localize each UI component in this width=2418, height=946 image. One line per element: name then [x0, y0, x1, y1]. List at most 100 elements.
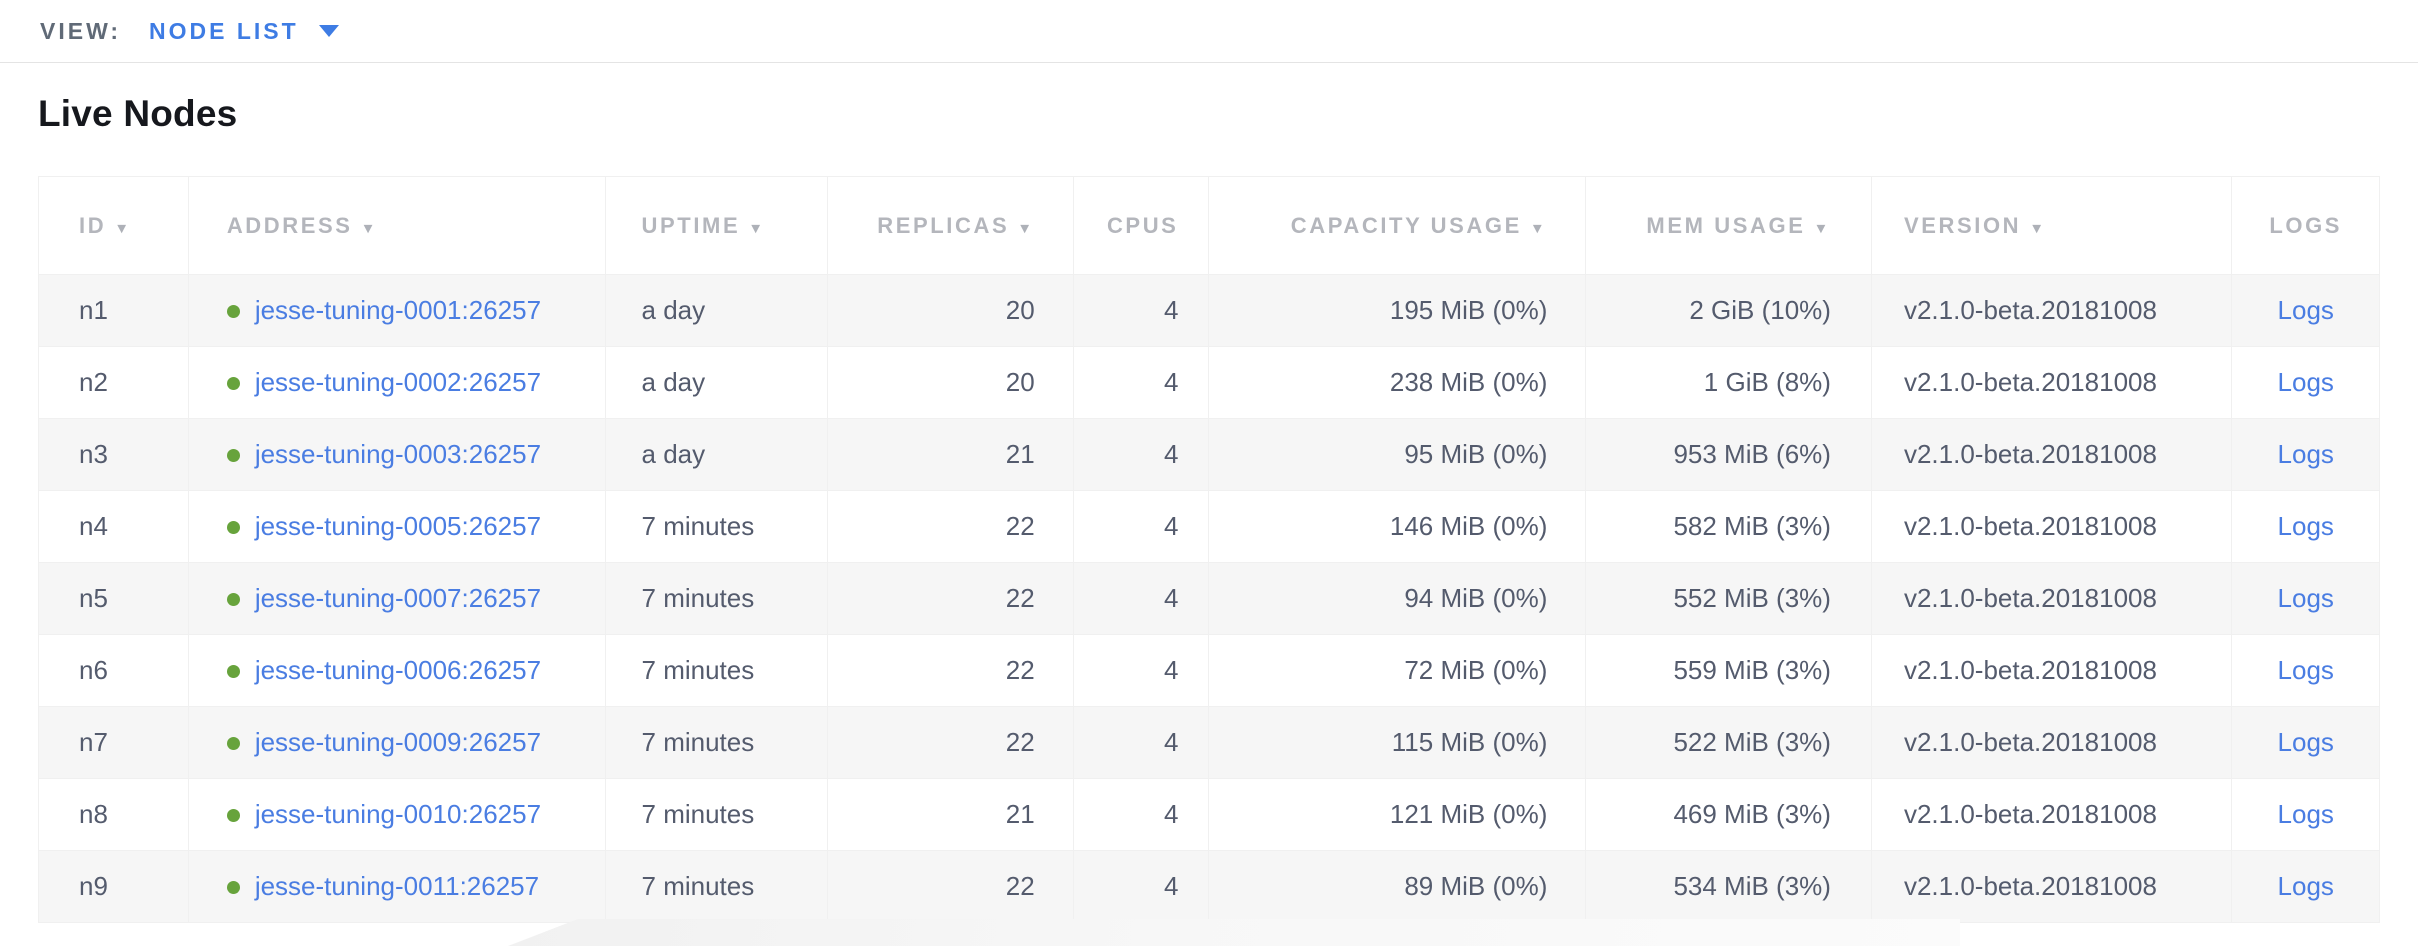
cell-mem_usage: 522 MiB (3%) — [1585, 706, 1872, 779]
column-header-label: CAPACITY USAGE — [1290, 212, 1522, 238]
cell-replicas: 22 — [826, 850, 1074, 923]
cell-id: n1 — [38, 274, 189, 347]
cell-cpus: 4 — [1072, 706, 1210, 779]
column-header-cpus: CPUS — [1072, 176, 1210, 275]
column-header-label: VERSION — [1903, 212, 2022, 238]
node-address-link[interactable]: jesse-tuning-0006:26257 — [254, 655, 542, 685]
column-header-address[interactable]: ADDRESS ▼ — [187, 176, 606, 275]
cell-id: n2 — [38, 346, 189, 419]
cell-address: jesse-tuning-0007:26257 — [187, 562, 606, 635]
cell-capacity_usage: 72 MiB (0%) — [1208, 634, 1587, 707]
column-header-label: LOGS — [2269, 212, 2343, 238]
logs-link[interactable]: Logs — [2277, 511, 2334, 541]
cell-replicas: 21 — [826, 418, 1074, 491]
cell-cpus: 4 — [1072, 490, 1210, 563]
cell-capacity_usage: 95 MiB (0%) — [1208, 418, 1587, 491]
cell-capacity_usage: 146 MiB (0%) — [1208, 490, 1587, 563]
cell-replicas: 20 — [826, 346, 1074, 419]
logs-link[interactable]: Logs — [2277, 655, 2334, 685]
column-header-label: CPUS — [1106, 212, 1179, 238]
cell-uptime: 7 minutes — [604, 562, 828, 635]
logs-link[interactable]: Logs — [2277, 367, 2334, 397]
cell-address: jesse-tuning-0005:26257 — [187, 490, 606, 563]
column-header-version[interactable]: VERSION ▼ — [1870, 176, 2233, 275]
cell-logs: Logs — [2231, 274, 2380, 347]
cell-replicas: 20 — [826, 274, 1074, 347]
live-status-icon — [226, 593, 240, 606]
cell-replicas: 22 — [826, 634, 1074, 707]
cell-id: n5 — [38, 562, 189, 635]
column-header-mem_usage[interactable]: MEM USAGE ▼ — [1585, 176, 1872, 275]
live-nodes-table: ID ▼ ADDRESS ▼ UPTIME ▼ REPLICAS ▼ CPUS CAPACITY … — [38, 176, 2380, 923]
node-address-link[interactable]: jesse-tuning-0010:26257 — [254, 799, 542, 829]
cell-uptime: a day — [604, 418, 828, 491]
table-row: n6 jesse-tuning-0006:26257 7 minutes 22 4 72 … — [38, 634, 2380, 707]
cell-replicas: 22 — [826, 562, 1074, 635]
logs-link[interactable]: Logs — [2277, 439, 2334, 469]
cell-cpus: 4 — [1072, 274, 1210, 347]
logs-link[interactable]: Logs — [2277, 295, 2334, 325]
cell-uptime: 7 minutes — [604, 706, 828, 779]
logs-link[interactable]: Logs — [2277, 727, 2334, 757]
node-address-link[interactable]: jesse-tuning-0002:26257 — [254, 367, 542, 397]
node-address-link[interactable]: jesse-tuning-0003:26257 — [254, 439, 542, 469]
node-address-link[interactable]: jesse-tuning-0011:26257 — [254, 871, 540, 901]
cell-uptime: 7 minutes — [604, 634, 828, 707]
cell-id: n8 — [38, 778, 189, 851]
cell-capacity_usage: 115 MiB (0%) — [1208, 706, 1587, 779]
cell-uptime: 7 minutes — [604, 490, 828, 563]
live-status-icon — [226, 305, 240, 318]
cell-version: v2.1.0-beta.20181008 — [1870, 850, 2233, 923]
table-row: n3 jesse-tuning-0003:26257 a day 21 4 95 MiB … — [38, 418, 2380, 491]
table-row: n2 jesse-tuning-0002:26257 a day 20 4 238 MiB… — [38, 346, 2380, 419]
cell-capacity_usage: 238 MiB (0%) — [1208, 346, 1587, 419]
logs-link[interactable]: Logs — [2277, 583, 2334, 613]
cell-address: jesse-tuning-0002:26257 — [187, 346, 606, 419]
cell-mem_usage: 534 MiB (3%) — [1585, 850, 1872, 923]
live-status-icon — [226, 809, 240, 822]
table-row: n1 jesse-tuning-0001:26257 a day 20 4 195 MiB… — [38, 274, 2380, 347]
cell-logs: Logs — [2231, 850, 2380, 923]
sort-arrow-icon: ▼ — [1813, 219, 1831, 237]
sort-arrow-icon: ▼ — [360, 219, 379, 237]
cell-mem_usage: 582 MiB (3%) — [1585, 490, 1872, 563]
cell-logs: Logs — [2231, 490, 2380, 563]
background-watermark-shape — [508, 919, 1960, 946]
cell-cpus: 4 — [1072, 562, 1210, 635]
live-status-icon — [226, 881, 240, 894]
column-header-label: UPTIME — [641, 212, 741, 238]
cell-id: n9 — [38, 850, 189, 923]
column-header-label: ID — [79, 212, 107, 238]
cell-version: v2.1.0-beta.20181008 — [1870, 778, 2233, 851]
sort-arrow-icon: ▼ — [1017, 219, 1035, 237]
cell-replicas: 21 — [826, 778, 1074, 851]
column-header-replicas[interactable]: REPLICAS ▼ — [826, 176, 1074, 275]
cell-mem_usage: 1 GiB (8%) — [1585, 346, 1872, 419]
table-row: n7 jesse-tuning-0009:26257 7 minutes 22 4 115… — [38, 706, 2380, 779]
column-header-id[interactable]: ID ▼ — [38, 176, 189, 275]
cell-capacity_usage: 121 MiB (0%) — [1208, 778, 1587, 851]
cell-capacity_usage: 195 MiB (0%) — [1208, 274, 1587, 347]
cell-logs: Logs — [2231, 418, 2380, 491]
view-dropdown-value: NODE LIST — [149, 17, 299, 44]
node-address-link[interactable]: jesse-tuning-0005:26257 — [254, 511, 542, 541]
table-row: n9 jesse-tuning-0011:26257 7 minutes 22 4 89 … — [38, 850, 2380, 923]
cell-id: n3 — [38, 418, 189, 491]
cell-version: v2.1.0-beta.20181008 — [1870, 274, 2233, 347]
view-dropdown[interactable]: NODE LIST — [149, 18, 339, 45]
sort-arrow-icon: ▼ — [2029, 219, 2047, 237]
cell-address: jesse-tuning-0009:26257 — [187, 706, 606, 779]
cell-cpus: 4 — [1072, 634, 1210, 707]
logs-link[interactable]: Logs — [2277, 871, 2334, 901]
column-header-capacity_usage[interactable]: CAPACITY USAGE ▼ — [1208, 176, 1587, 275]
node-address-link[interactable]: jesse-tuning-0009:26257 — [254, 727, 542, 757]
node-address-link[interactable]: jesse-tuning-0001:26257 — [254, 295, 542, 325]
cell-uptime: a day — [604, 274, 828, 347]
column-header-uptime[interactable]: UPTIME ▼ — [604, 176, 828, 275]
cell-mem_usage: 559 MiB (3%) — [1585, 634, 1872, 707]
node-address-link[interactable]: jesse-tuning-0007:26257 — [254, 583, 542, 613]
cell-version: v2.1.0-beta.20181008 — [1870, 346, 2233, 419]
cell-cpus: 4 — [1072, 346, 1210, 419]
logs-link[interactable]: Logs — [2277, 799, 2334, 829]
column-header-label: MEM USAGE — [1646, 212, 1806, 238]
